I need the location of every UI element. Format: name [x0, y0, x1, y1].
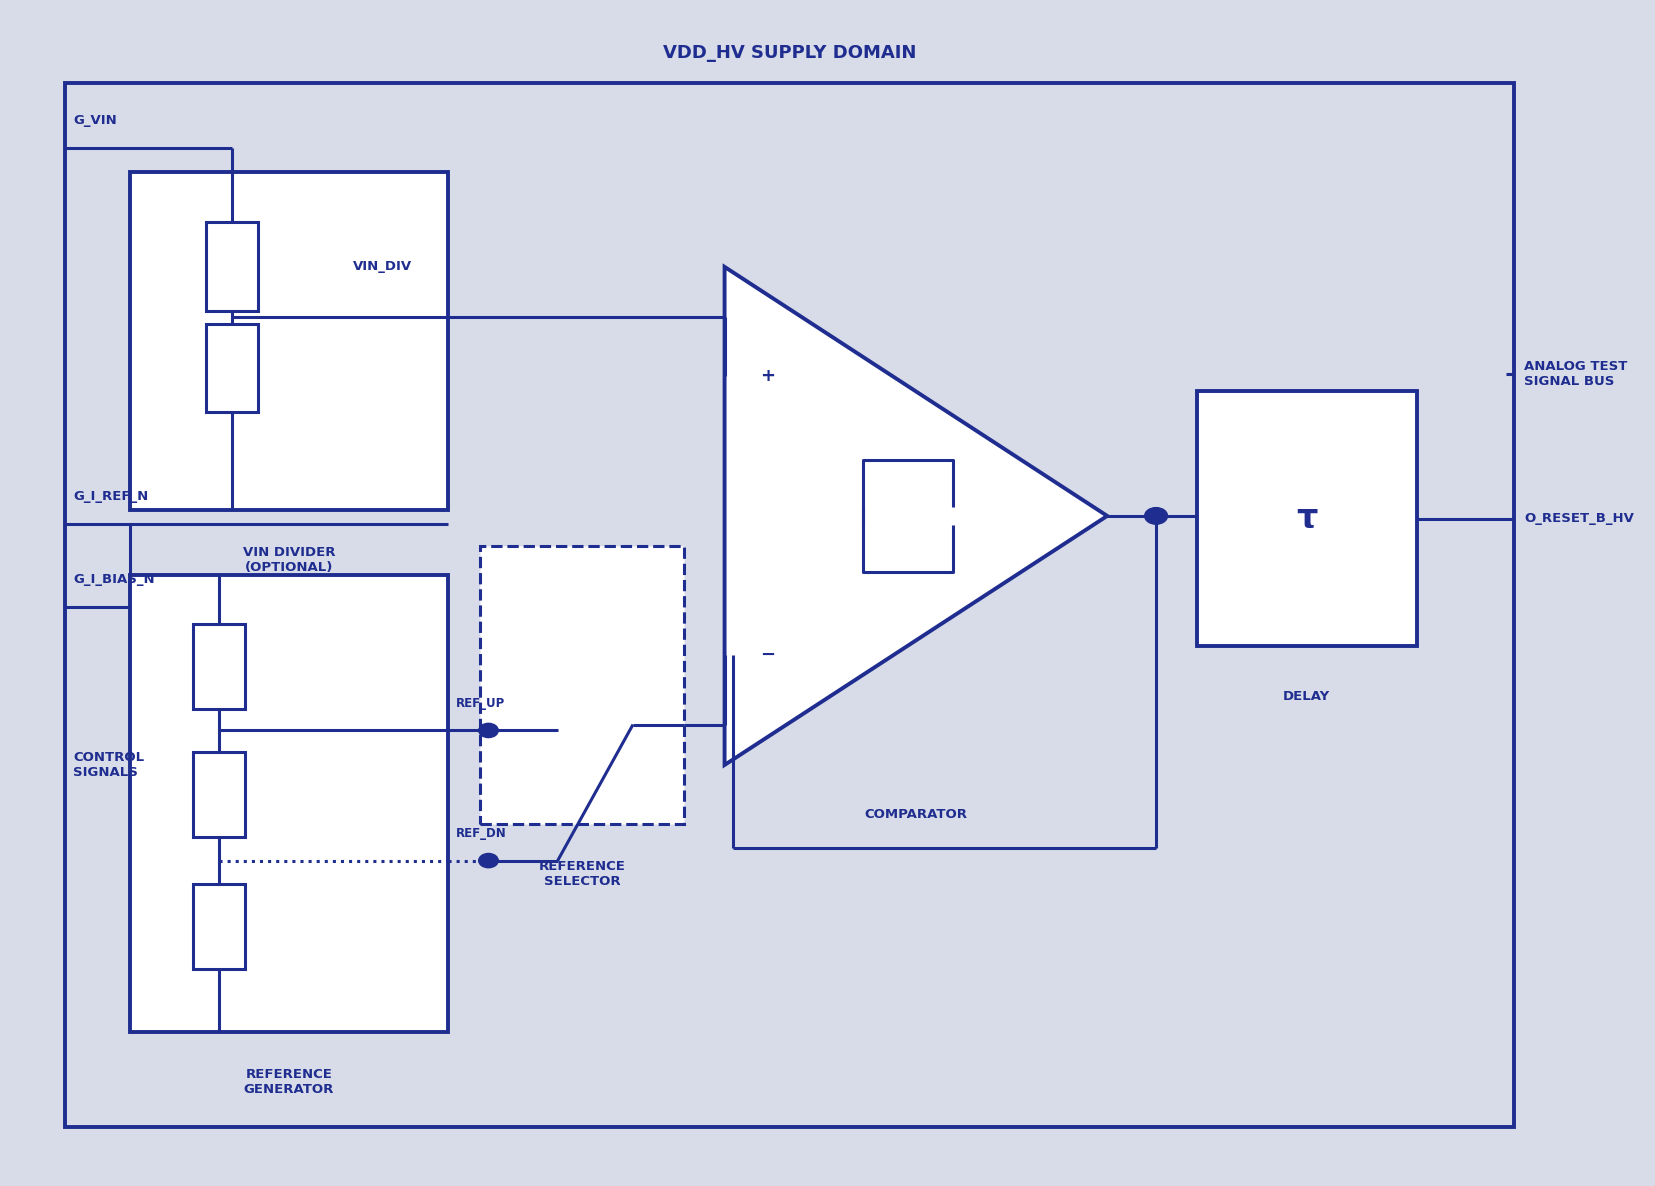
Text: G_VIN: G_VIN [73, 114, 118, 127]
Text: VIN_DIV: VIN_DIV [353, 260, 412, 273]
FancyBboxPatch shape [205, 324, 258, 413]
Text: VIN DIVIDER
(OPTIONAL): VIN DIVIDER (OPTIONAL) [243, 546, 334, 574]
Text: G_I_BIAS_N: G_I_BIAS_N [73, 573, 156, 586]
Text: REFERENCE
SELECTOR: REFERENCE SELECTOR [538, 860, 626, 888]
Text: ANALOG TEST
SIGNAL BUS: ANALOG TEST SIGNAL BUS [1523, 359, 1627, 388]
Text: REFERENCE
GENERATOR: REFERENCE GENERATOR [243, 1067, 334, 1096]
Circle shape [1144, 508, 1167, 524]
Text: REF_UP: REF_UP [455, 697, 505, 710]
Circle shape [478, 723, 498, 738]
FancyBboxPatch shape [131, 575, 447, 1032]
Text: O_RESET_B_HV: O_RESET_B_HV [1523, 512, 1633, 525]
FancyBboxPatch shape [1197, 391, 1415, 646]
Text: DELAY: DELAY [1283, 690, 1329, 702]
Polygon shape [725, 267, 1107, 765]
Text: REF_DN: REF_DN [455, 828, 506, 841]
FancyBboxPatch shape [194, 624, 245, 709]
Text: VDD_HV SUPPLY DOMAIN: VDD_HV SUPPLY DOMAIN [662, 44, 915, 63]
FancyBboxPatch shape [65, 83, 1513, 1127]
Text: +: + [760, 368, 775, 385]
FancyBboxPatch shape [205, 222, 258, 311]
FancyBboxPatch shape [194, 884, 245, 969]
Circle shape [478, 854, 498, 868]
Text: CONTROL
SIGNALS: CONTROL SIGNALS [73, 751, 144, 779]
FancyBboxPatch shape [480, 546, 684, 824]
Text: G_I_REF_N: G_I_REF_N [73, 490, 149, 503]
FancyBboxPatch shape [131, 172, 447, 510]
Text: τ: τ [1296, 503, 1317, 535]
Text: COMPARATOR: COMPARATOR [864, 809, 967, 821]
FancyBboxPatch shape [194, 752, 245, 837]
Text: −: − [760, 646, 775, 664]
